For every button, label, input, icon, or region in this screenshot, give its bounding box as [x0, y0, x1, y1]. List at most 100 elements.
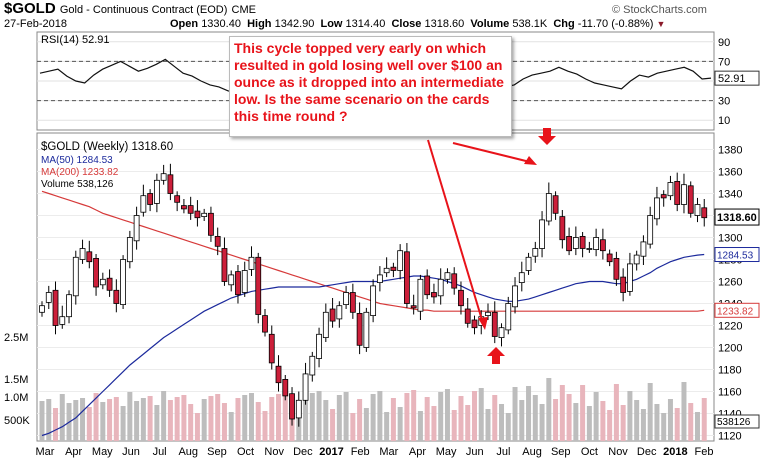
- symbol-description: Gold - Continuous Contract (EOD): [59, 4, 228, 16]
- volume-bar: [404, 393, 410, 441]
- candle-body: [113, 289, 120, 304]
- volume-bar: [330, 409, 336, 441]
- price-tick-label: 1120: [718, 431, 742, 443]
- candle-body: [302, 373, 309, 401]
- volume-bar: [276, 394, 282, 441]
- volume-bar: [431, 406, 437, 441]
- volume-bar: [417, 411, 423, 441]
- volume-bar: [444, 389, 450, 441]
- candle-body: [674, 180, 681, 205]
- candle-body: [633, 254, 640, 265]
- rsi-tick-label: 30: [718, 96, 730, 108]
- candle-body: [343, 292, 349, 306]
- candle-body: [654, 197, 660, 220]
- volume-bar: [370, 394, 376, 441]
- candle-body: [66, 294, 72, 318]
- x-axis-label: Jun: [466, 446, 484, 458]
- candle-body: [485, 311, 491, 316]
- volume-bar: [647, 383, 653, 441]
- candle-body: [120, 259, 126, 305]
- volume-bar: [235, 398, 241, 441]
- candle-body: [147, 193, 154, 205]
- volume-bar: [161, 391, 167, 441]
- volume-bar: [526, 386, 532, 441]
- volume-bar: [512, 387, 518, 441]
- x-axis-label: May: [436, 446, 457, 458]
- volume-bar: [586, 406, 592, 441]
- volume-bar: [86, 407, 92, 441]
- x-axis-label: Jul: [496, 446, 510, 458]
- candle-body: [201, 212, 208, 218]
- x-axis-label: Dec: [637, 446, 657, 458]
- volume-bar: [499, 404, 505, 441]
- volume-last-box: [714, 414, 760, 429]
- candle-body: [410, 305, 417, 309]
- volume-bar: [465, 405, 471, 441]
- ma200-value-box: [714, 302, 760, 318]
- volume-bar: [201, 399, 207, 441]
- x-axis-label: Sep: [207, 446, 227, 458]
- exchange: CME: [231, 4, 256, 16]
- candle-body: [566, 235, 572, 252]
- x-axis-label: Dec: [293, 446, 313, 458]
- volume-bar: [377, 391, 383, 441]
- x-axis-label: Aug: [522, 446, 542, 458]
- volume-bar: [316, 391, 322, 441]
- legend-ma200: MA(200) 1233.82: [41, 167, 119, 178]
- candle-body: [471, 319, 478, 329]
- candle-body: [444, 272, 451, 280]
- candle-body: [187, 205, 194, 214]
- volume-bar: [323, 400, 329, 441]
- volume-bar: [93, 393, 99, 441]
- candle-body: [208, 212, 214, 236]
- candle-body: [572, 237, 579, 249]
- candle-body: [431, 292, 437, 298]
- candle-body: [275, 365, 282, 384]
- volume-bar: [181, 395, 187, 441]
- volume-bar: [573, 403, 579, 441]
- ma50-value-box: [714, 247, 760, 263]
- volume-bar: [309, 393, 315, 441]
- candle-body: [336, 305, 343, 320]
- candle-body: [599, 239, 606, 252]
- candle-body: [153, 179, 160, 204]
- candle-body: [235, 271, 241, 296]
- rsi-last-value-box: [714, 70, 760, 86]
- volume-bar: [458, 396, 464, 441]
- volume-bar: [593, 392, 599, 441]
- volume-bar: [451, 410, 457, 441]
- candle-body: [627, 263, 633, 292]
- volume-bar: [242, 395, 248, 441]
- candle-body: [376, 274, 383, 283]
- volume-bar: [350, 413, 356, 441]
- volume-bar: [100, 402, 106, 441]
- price-tick-label: 1160: [718, 387, 742, 399]
- volume-bar: [539, 404, 545, 441]
- candle-body: [309, 355, 316, 376]
- arrow-up-icon: [487, 347, 505, 364]
- volume-bar: [269, 397, 275, 441]
- candle-body: [613, 257, 620, 280]
- volume-bar: [674, 408, 680, 441]
- low-value: 1314.40: [345, 18, 386, 30]
- candle-body: [660, 194, 667, 199]
- volume-bar: [546, 378, 552, 441]
- volume-tick-label: 1.0M: [4, 392, 28, 404]
- candle-body: [349, 292, 356, 313]
- candle-body: [262, 315, 268, 333]
- candle-body: [512, 285, 518, 308]
- high-value: 1342.90: [274, 18, 315, 30]
- x-axis-label: Apr: [65, 446, 82, 458]
- price-tick-label: 1220: [718, 321, 742, 333]
- volume-bar: [228, 412, 234, 441]
- volume-bar: [363, 408, 369, 441]
- arrow-head-top: [524, 156, 537, 165]
- volume-bar: [566, 394, 572, 441]
- volume-bar: [343, 392, 349, 441]
- candle-body: [539, 219, 545, 249]
- volume-bar: [80, 398, 86, 441]
- candle-body: [518, 272, 525, 284]
- candle-body: [397, 250, 404, 271]
- volume-bar: [559, 385, 565, 441]
- volume-bar: [627, 391, 633, 441]
